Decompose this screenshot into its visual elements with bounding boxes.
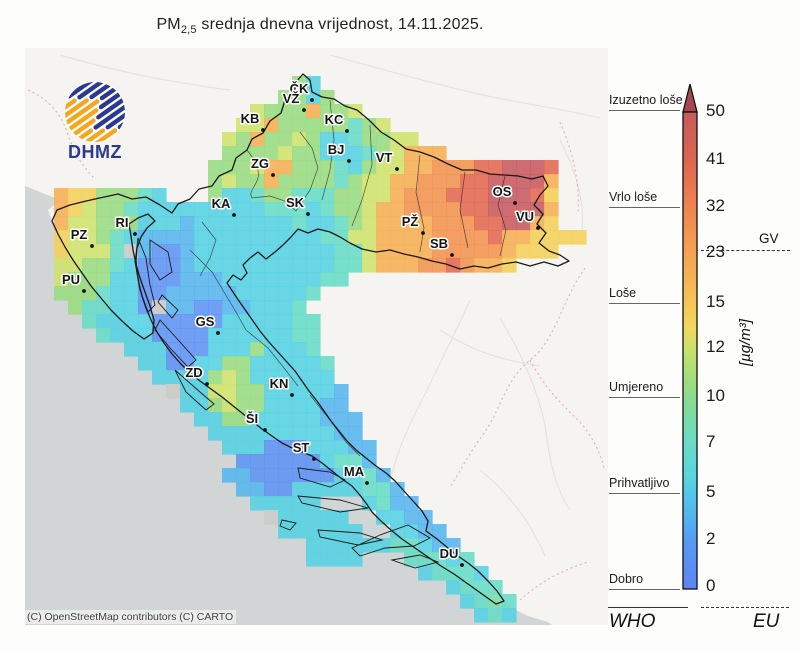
city-label-BJ: BJ [328, 142, 345, 157]
aq-category-label: Dobro [609, 572, 644, 586]
city-label-ST: ST [293, 440, 310, 455]
unit-label: [µg/m³] [737, 319, 754, 366]
city-dot-KC [345, 129, 349, 133]
aq-category-label: Loše [609, 286, 637, 300]
city-dot-KA [232, 213, 236, 217]
scale-tick-0: 0 [706, 576, 716, 595]
scale-tick-10: 10 [706, 386, 725, 405]
city-label-DU: DU [440, 546, 459, 561]
aq-category-label: Vrlo loše [609, 190, 658, 204]
title-prefix: PM [156, 16, 181, 33]
who-label: WHO [609, 611, 656, 632]
city-dot-SB [450, 253, 454, 257]
city-label-ZD: ZD [185, 365, 202, 380]
foreign-borders [27, 89, 605, 601]
city-label-PZ: PZ [71, 227, 88, 242]
scale-tick-41: 41 [706, 149, 725, 168]
city-label-ČK: ČK [290, 81, 309, 96]
basemap-roads [59, 54, 601, 557]
scale-tick-12: 12 [706, 337, 725, 356]
scale-tick-7: 7 [706, 432, 716, 451]
adriatic-sea [25, 186, 552, 625]
city-dot-ŠI [263, 428, 267, 432]
city-label-PŽ: PŽ [402, 214, 419, 229]
city-label-ŠI: ŠI [246, 411, 258, 426]
scale-tick-15: 15 [706, 292, 725, 311]
aq-category-label: Izuzetno loše [609, 93, 683, 107]
city-dot-DU [460, 563, 464, 567]
title-rest: srednja dnevna vrijednost, 14.11.2025. [196, 16, 484, 33]
city-label-VT: VT [376, 150, 393, 165]
city-label-KN: KN [270, 376, 289, 391]
city-label-VŽ: VŽ [283, 91, 300, 106]
city-label-ZG: ZG [251, 156, 269, 171]
city-label-PU: PU [62, 272, 80, 287]
city-dot-KB [261, 128, 265, 132]
city-dot-ST [312, 457, 316, 461]
city-dot-SK [306, 212, 310, 216]
map-attribution[interactable]: (C) OpenStreetMap contributors (C) CARTO [24, 610, 237, 624]
city-dot-VT [395, 167, 399, 171]
islands [134, 237, 440, 569]
city-dot-ČK [310, 98, 314, 102]
dhmz-logo: DHMZ [53, 70, 137, 162]
city-label-SK: SK [286, 195, 305, 210]
aq-category-line [609, 589, 680, 590]
eu-label: EU [753, 611, 780, 632]
scale-tick-23: 23 [706, 242, 725, 261]
city-label-KB: KB [241, 111, 260, 126]
gv-label: GV [759, 231, 779, 246]
city-label-KA: KA [212, 196, 231, 211]
city-label-RI: RI [116, 215, 129, 230]
city-dot-OS [513, 201, 517, 205]
scale-tick-50: 50 [706, 101, 725, 120]
city-dot-KN [290, 393, 294, 397]
aq-category-line [609, 110, 680, 111]
city-label-GS: GS [196, 314, 215, 329]
city-dot-GS [216, 331, 220, 335]
aq-category-line [609, 397, 680, 398]
city-dot-RI [133, 232, 137, 236]
page-title: PM2,5 srednja dnevna vrijednost, 14.11.2… [30, 16, 610, 36]
city-dot-PU [82, 289, 86, 293]
city-label-OS: OS [493, 184, 512, 199]
pm25-raster-layer [54, 76, 587, 623]
colorbar [682, 83, 698, 590]
who-line-key [608, 607, 688, 608]
county-borders [189, 99, 507, 457]
city-dot-PŽ [421, 231, 425, 235]
aq-category-line [609, 493, 680, 494]
dhmz-logo-text: DHMZ [68, 142, 122, 162]
city-label-VU: VU [516, 209, 534, 224]
aq-category-label: Umjereno [609, 380, 664, 394]
gv-threshold-line [701, 250, 790, 251]
city-dot-VŽ [302, 108, 306, 112]
city-label-MA: MA [344, 464, 365, 479]
title-subscript: 2,5 [180, 24, 197, 37]
city-dot-VU [536, 226, 540, 230]
scale-tick-5: 5 [706, 482, 716, 501]
scale-tick-2: 2 [706, 529, 716, 548]
city-dot-BJ [347, 159, 351, 163]
city-dot-PZ [90, 244, 94, 248]
aq-category-label: Prihvatljivo [609, 476, 670, 490]
city-label-SB: SB [430, 236, 448, 251]
aq-category-line [609, 303, 680, 304]
city-dot-ZD [205, 382, 209, 386]
scale-tick-32: 32 [706, 196, 725, 215]
city-label-KC: KC [325, 112, 344, 127]
eu-line-key [701, 607, 789, 608]
city-dot-ZG [271, 173, 275, 177]
aq-category-line [609, 207, 680, 208]
city-dot-MA [365, 481, 369, 485]
